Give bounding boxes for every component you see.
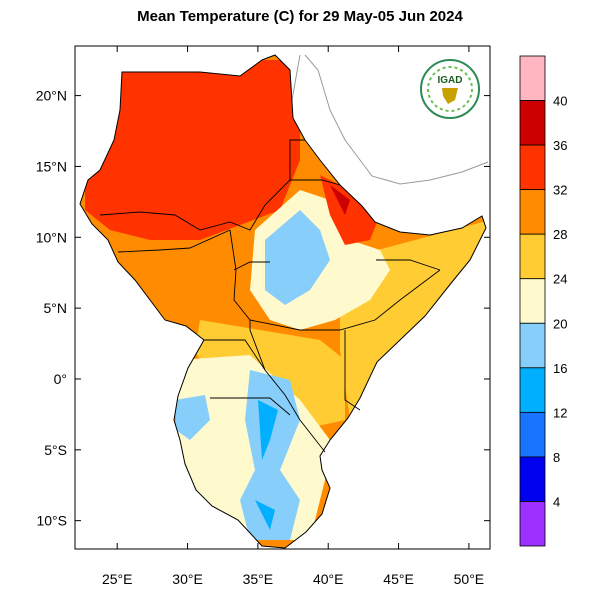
x-tick-label: 40°E bbox=[313, 571, 344, 587]
colorbar-label: 28 bbox=[553, 227, 567, 242]
colorbar-swatch bbox=[520, 323, 545, 368]
colorbar-label: 36 bbox=[553, 138, 567, 153]
x-tick-label: 30°E bbox=[172, 571, 203, 587]
y-tick-label: 5°S bbox=[44, 442, 67, 458]
colorbar-label: 20 bbox=[553, 316, 567, 331]
colorbar-label: 4 bbox=[553, 494, 560, 509]
colorbar-swatch bbox=[520, 457, 545, 502]
colorbar-swatch bbox=[520, 101, 545, 146]
colorbar-swatch bbox=[520, 56, 545, 101]
colorbar-label: 24 bbox=[553, 272, 567, 287]
colorbar-swatch bbox=[520, 368, 545, 413]
x-tick-label: 25°E bbox=[102, 571, 133, 587]
colorbar-label: 12 bbox=[553, 405, 567, 420]
colorbar-label: 32 bbox=[553, 183, 567, 198]
y-tick-label: 20°N bbox=[36, 88, 67, 104]
x-tick-label: 50°E bbox=[454, 571, 485, 587]
x-tick-label: 45°E bbox=[383, 571, 414, 587]
y-tick-label: 10°S bbox=[36, 513, 67, 529]
igad-logo: IGAD bbox=[421, 60, 479, 118]
x-tick-label: 35°E bbox=[243, 571, 274, 587]
colorbar-swatch bbox=[520, 501, 545, 546]
colorbar-swatch bbox=[520, 145, 545, 190]
y-tick-label: 10°N bbox=[36, 229, 67, 245]
colorbar-swatch bbox=[520, 190, 545, 235]
y-tick-label: 15°N bbox=[36, 158, 67, 174]
colorbar-label: 8 bbox=[553, 450, 560, 465]
colorbar-swatch bbox=[520, 412, 545, 457]
colorbar-label: 40 bbox=[553, 94, 567, 109]
colorbar-swatch bbox=[520, 279, 545, 324]
colorbar: 4 8 12 16 20 24 28 32 36 40 bbox=[520, 56, 567, 546]
colorbar-label: 16 bbox=[553, 361, 567, 376]
y-tick-label: 0° bbox=[54, 371, 67, 387]
y-tick-label: 5°N bbox=[44, 300, 68, 316]
igad-logo-text: IGAD bbox=[438, 75, 463, 86]
colorbar-swatch bbox=[520, 234, 545, 279]
